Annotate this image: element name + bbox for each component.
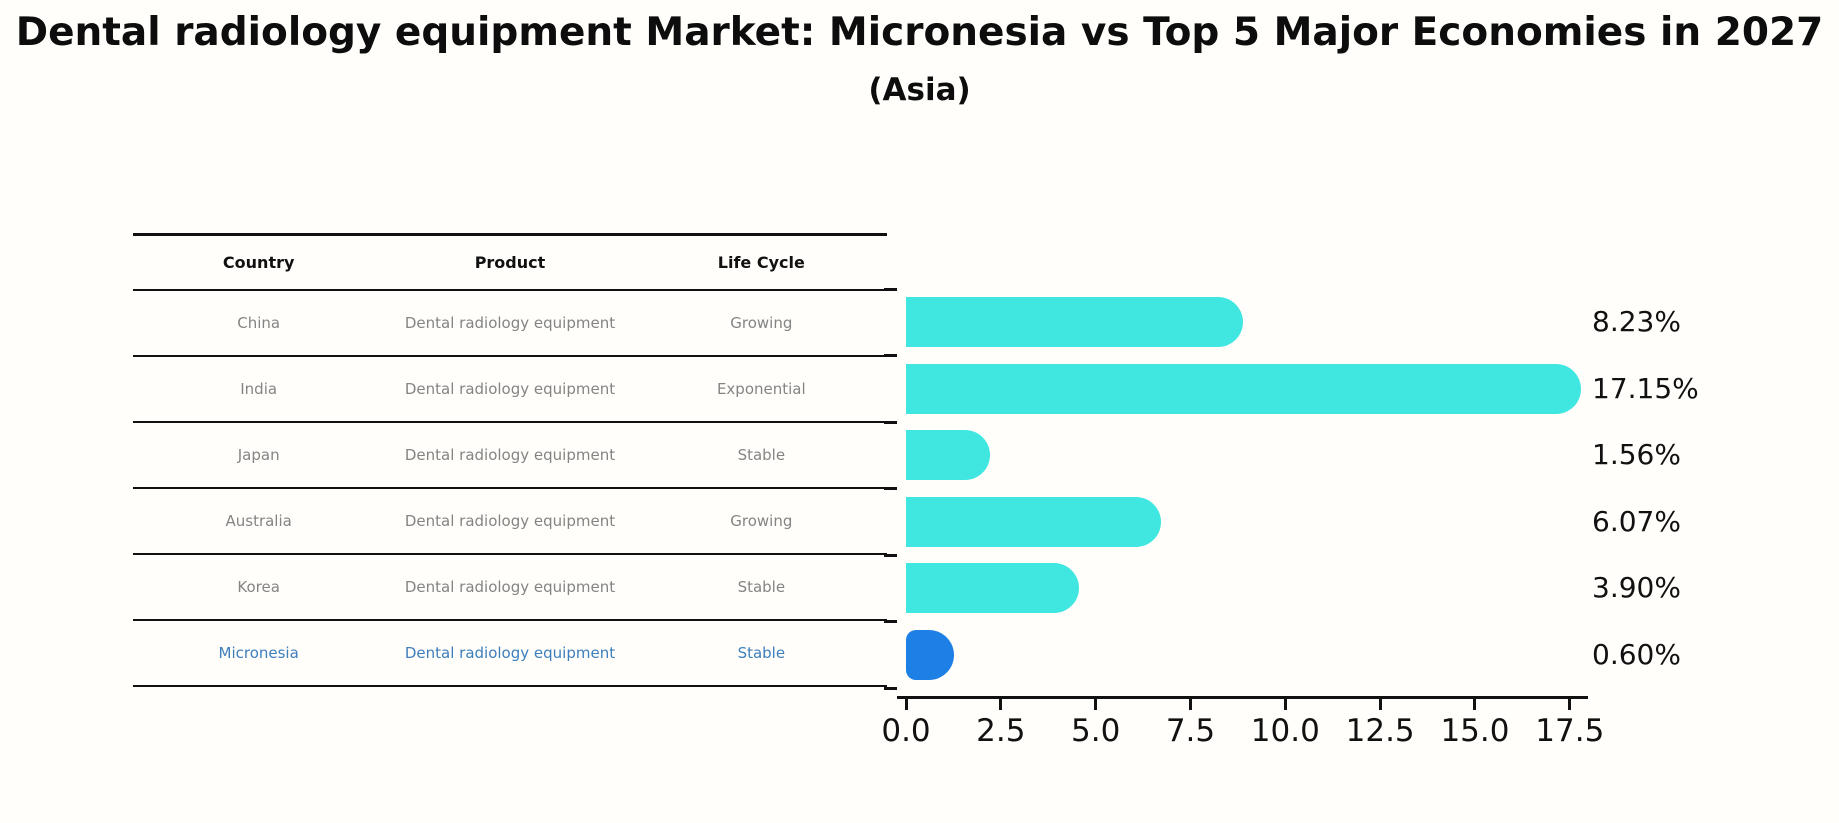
x-axis-tick xyxy=(1473,696,1477,710)
value-label-australia: 6.07% xyxy=(1592,504,1681,538)
y-axis-tick xyxy=(884,354,897,357)
table-header-country: Country xyxy=(222,253,295,272)
y-axis-tick xyxy=(884,686,897,690)
bar-china xyxy=(906,297,1244,347)
y-axis-tick xyxy=(884,620,897,623)
x-axis-tick-label: 12.5 xyxy=(1345,713,1415,749)
x-axis-tick-label: 0.0 xyxy=(881,713,931,749)
x-axis-tick xyxy=(1094,696,1098,710)
table-cell-lifecycle: Growing xyxy=(730,512,793,530)
table-row: Australia Dental radiology equipment Growi… xyxy=(133,489,887,555)
chart-subtitle: (Asia) xyxy=(868,72,971,108)
table-header-product: Product xyxy=(474,253,546,272)
x-axis-tick xyxy=(904,696,908,710)
table-cell-country: Korea xyxy=(237,578,280,596)
y-axis-tick xyxy=(884,287,897,291)
x-axis-tick xyxy=(1568,696,1572,710)
table-row: Micronesia Dental radiology equipment Stab… xyxy=(133,621,887,687)
table-cell-product: Dental radiology equipment xyxy=(404,446,616,464)
bar-korea xyxy=(906,563,1079,613)
x-axis-tick-label: 10.0 xyxy=(1250,713,1320,749)
table-cell-product: Dental radiology equipment xyxy=(404,314,616,332)
bar-australia xyxy=(906,496,1162,547)
x-axis-tick-label: 2.5 xyxy=(976,713,1026,749)
table-row: Korea Dental radiology equipment Stable xyxy=(133,555,887,621)
value-label-india: 17.15% xyxy=(1592,371,1699,405)
y-axis-tick xyxy=(884,487,897,490)
bar-japan xyxy=(906,430,991,480)
table-cell-country: Micronesia xyxy=(218,644,299,662)
table-cell-lifecycle: Stable xyxy=(737,446,786,464)
table-header-row: Country Product Life Cycle xyxy=(133,233,887,291)
value-label-korea: 3.90% xyxy=(1592,571,1681,604)
table-cell-product: Dental radiology equipment xyxy=(404,380,616,398)
table-row: India Dental radiology equipment Exponenti… xyxy=(133,357,887,423)
table-cell-lifecycle: Growing xyxy=(730,314,793,332)
table-cell-product: Dental radiology equipment xyxy=(404,578,616,596)
table-header-lifecycle: Life Cycle xyxy=(717,253,805,272)
table-row: Japan Dental radiology equipment Stable xyxy=(133,423,887,489)
value-label-japan: 1.56% xyxy=(1592,438,1681,471)
x-axis-tick-label: 5.0 xyxy=(1071,713,1121,749)
table-cell-lifecycle: Stable xyxy=(737,578,786,596)
value-label-china: 8.23% xyxy=(1592,305,1681,338)
x-axis-line xyxy=(897,696,1588,699)
x-axis-tick xyxy=(1188,696,1192,710)
table-row: China Dental radiology equipment Growing xyxy=(133,291,887,357)
y-axis-tick xyxy=(884,553,897,557)
table-cell-country: Japan xyxy=(237,446,280,464)
chart-title: Dental radiology equipment Market: Micro… xyxy=(15,10,1824,55)
x-axis-tick xyxy=(1378,696,1382,710)
value-label-micronesia: 0.60% xyxy=(1592,637,1681,671)
table-cell-product: Dental radiology equipment xyxy=(404,512,616,530)
bar-micronesia xyxy=(906,629,954,680)
table-rows: China Dental radiology equipment Growing In… xyxy=(133,291,887,687)
table-cell-product: Dental radiology equipment xyxy=(404,644,616,662)
x-axis-tick-label: 17.5 xyxy=(1535,713,1605,749)
table-cell-lifecycle: Stable xyxy=(737,644,786,662)
table-cell-country: India xyxy=(240,380,278,398)
table-cell-lifecycle: Exponential xyxy=(716,380,806,398)
y-axis-tick xyxy=(884,420,897,424)
x-axis-tick xyxy=(999,696,1003,710)
x-axis-tick-label: 7.5 xyxy=(1165,713,1216,749)
table-cell-country: Australia xyxy=(225,512,292,530)
comparison-table: Country Product Life Cycle China Dental r… xyxy=(133,233,887,687)
x-axis-tick xyxy=(1283,696,1287,710)
table-cell-country: China xyxy=(237,314,281,332)
x-axis-tick-label: 15.0 xyxy=(1440,713,1510,749)
bar-india xyxy=(906,363,1582,414)
